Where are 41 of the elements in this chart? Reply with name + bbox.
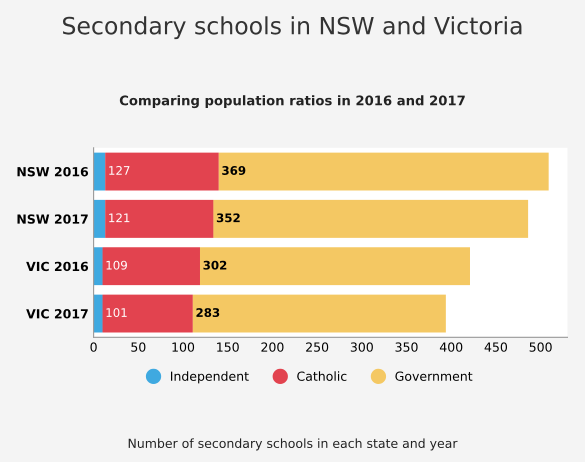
bar (94, 294, 103, 333)
data-label: 369 (222, 166, 246, 175)
x-tick-label: 150 (217, 342, 239, 352)
y-tick-label: NSW 2016 (17, 166, 88, 176)
x-tick-label: 350 (396, 342, 418, 352)
data-label: 121 (109, 213, 130, 222)
y-tick-label: VIC 2017 (26, 309, 88, 319)
legend-label: Government (395, 371, 472, 381)
x-tick-label: 500 (530, 342, 552, 352)
bar (200, 247, 470, 286)
x-tick-label: 0 (90, 342, 97, 352)
bar (218, 152, 549, 190)
y-tick-label: VIC 2016 (26, 262, 88, 272)
data-label: 352 (216, 213, 240, 222)
bar (102, 247, 200, 286)
y-tick-label: NSW 2017 (17, 214, 88, 224)
x-tick-label: 50 (131, 342, 146, 352)
bar (102, 294, 193, 333)
x-tick-label: 450 (484, 342, 508, 352)
data-label: 302 (203, 260, 226, 270)
chart-subtitle: Comparing population ratios in 2016 and 2017 (120, 95, 465, 108)
data-label: 127 (109, 166, 130, 175)
bar (105, 200, 214, 238)
legend-label: Independent (171, 371, 249, 384)
data-label: 109 (106, 260, 127, 270)
x-tick-label: 100 (172, 342, 194, 352)
bar (94, 247, 103, 286)
x-tick-label: 200 (261, 342, 284, 352)
bar (105, 152, 219, 190)
legend-label: Catholic (297, 371, 346, 381)
bar (94, 200, 106, 238)
data-label: 283 (196, 308, 220, 318)
bar (94, 152, 106, 190)
data-label: 101 (106, 308, 127, 318)
bar (192, 294, 446, 333)
text: Number of secondary schools in each state and year (128, 438, 458, 450)
x-tick-label: 250 (306, 342, 328, 352)
chart-title: Secondary schools in NSW and Victoria (63, 16, 522, 40)
x-tick-label: 300 (350, 342, 373, 352)
x-tick-label: 400 (440, 342, 462, 352)
bar (213, 200, 528, 238)
